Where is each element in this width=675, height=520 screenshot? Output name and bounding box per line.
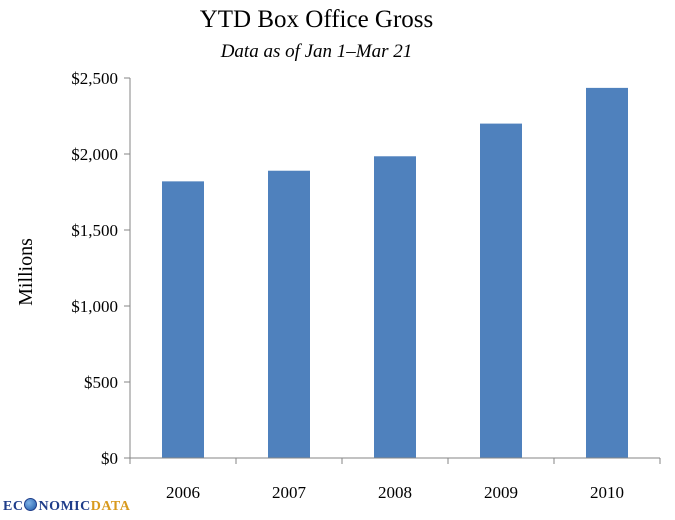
y-tick-label: $500: [84, 373, 118, 392]
x-tick-label-2010: 2010: [590, 483, 624, 502]
x-tick-label-2008: 2008: [378, 483, 412, 502]
x-tick-label-2007: 2007: [272, 483, 307, 502]
y-tick-label: $1,000: [71, 297, 118, 316]
y-axis-title: Millions: [15, 238, 37, 306]
logo-text-part3: DATA: [90, 499, 131, 514]
y-axis-ticks: $0 $500 $1,000 $1,500 $2,000 $2,500: [71, 69, 130, 468]
x-tick-label-2009: 2009: [484, 483, 518, 502]
economicdata-logo: EC NOMICDATA: [3, 498, 130, 515]
bar-2010: [586, 87, 628, 458]
bars: [162, 87, 628, 459]
logo-text-part1: EC: [3, 499, 24, 514]
globe-icon: [24, 498, 38, 511]
bar-2006: [162, 181, 204, 459]
chart-title: YTD Box Office Gross: [199, 6, 434, 33]
y-tick-label: $2,500: [71, 69, 118, 88]
bar-2008: [374, 156, 416, 458]
bar-2007: [268, 170, 310, 458]
y-tick-label: $0: [101, 449, 118, 468]
x-axis-ticks: 2006 2007 2008 2009 2010: [129, 458, 661, 502]
bar-2009: [480, 123, 522, 458]
x-tick-label-2006: 2006: [166, 483, 200, 502]
chart-subtitle: Data as of Jan 1–Mar 21: [220, 41, 413, 62]
logo-text-part2: NOMIC: [38, 499, 91, 514]
y-tick-label: $2,000: [71, 145, 118, 164]
y-tick-label: $1,500: [71, 221, 118, 240]
